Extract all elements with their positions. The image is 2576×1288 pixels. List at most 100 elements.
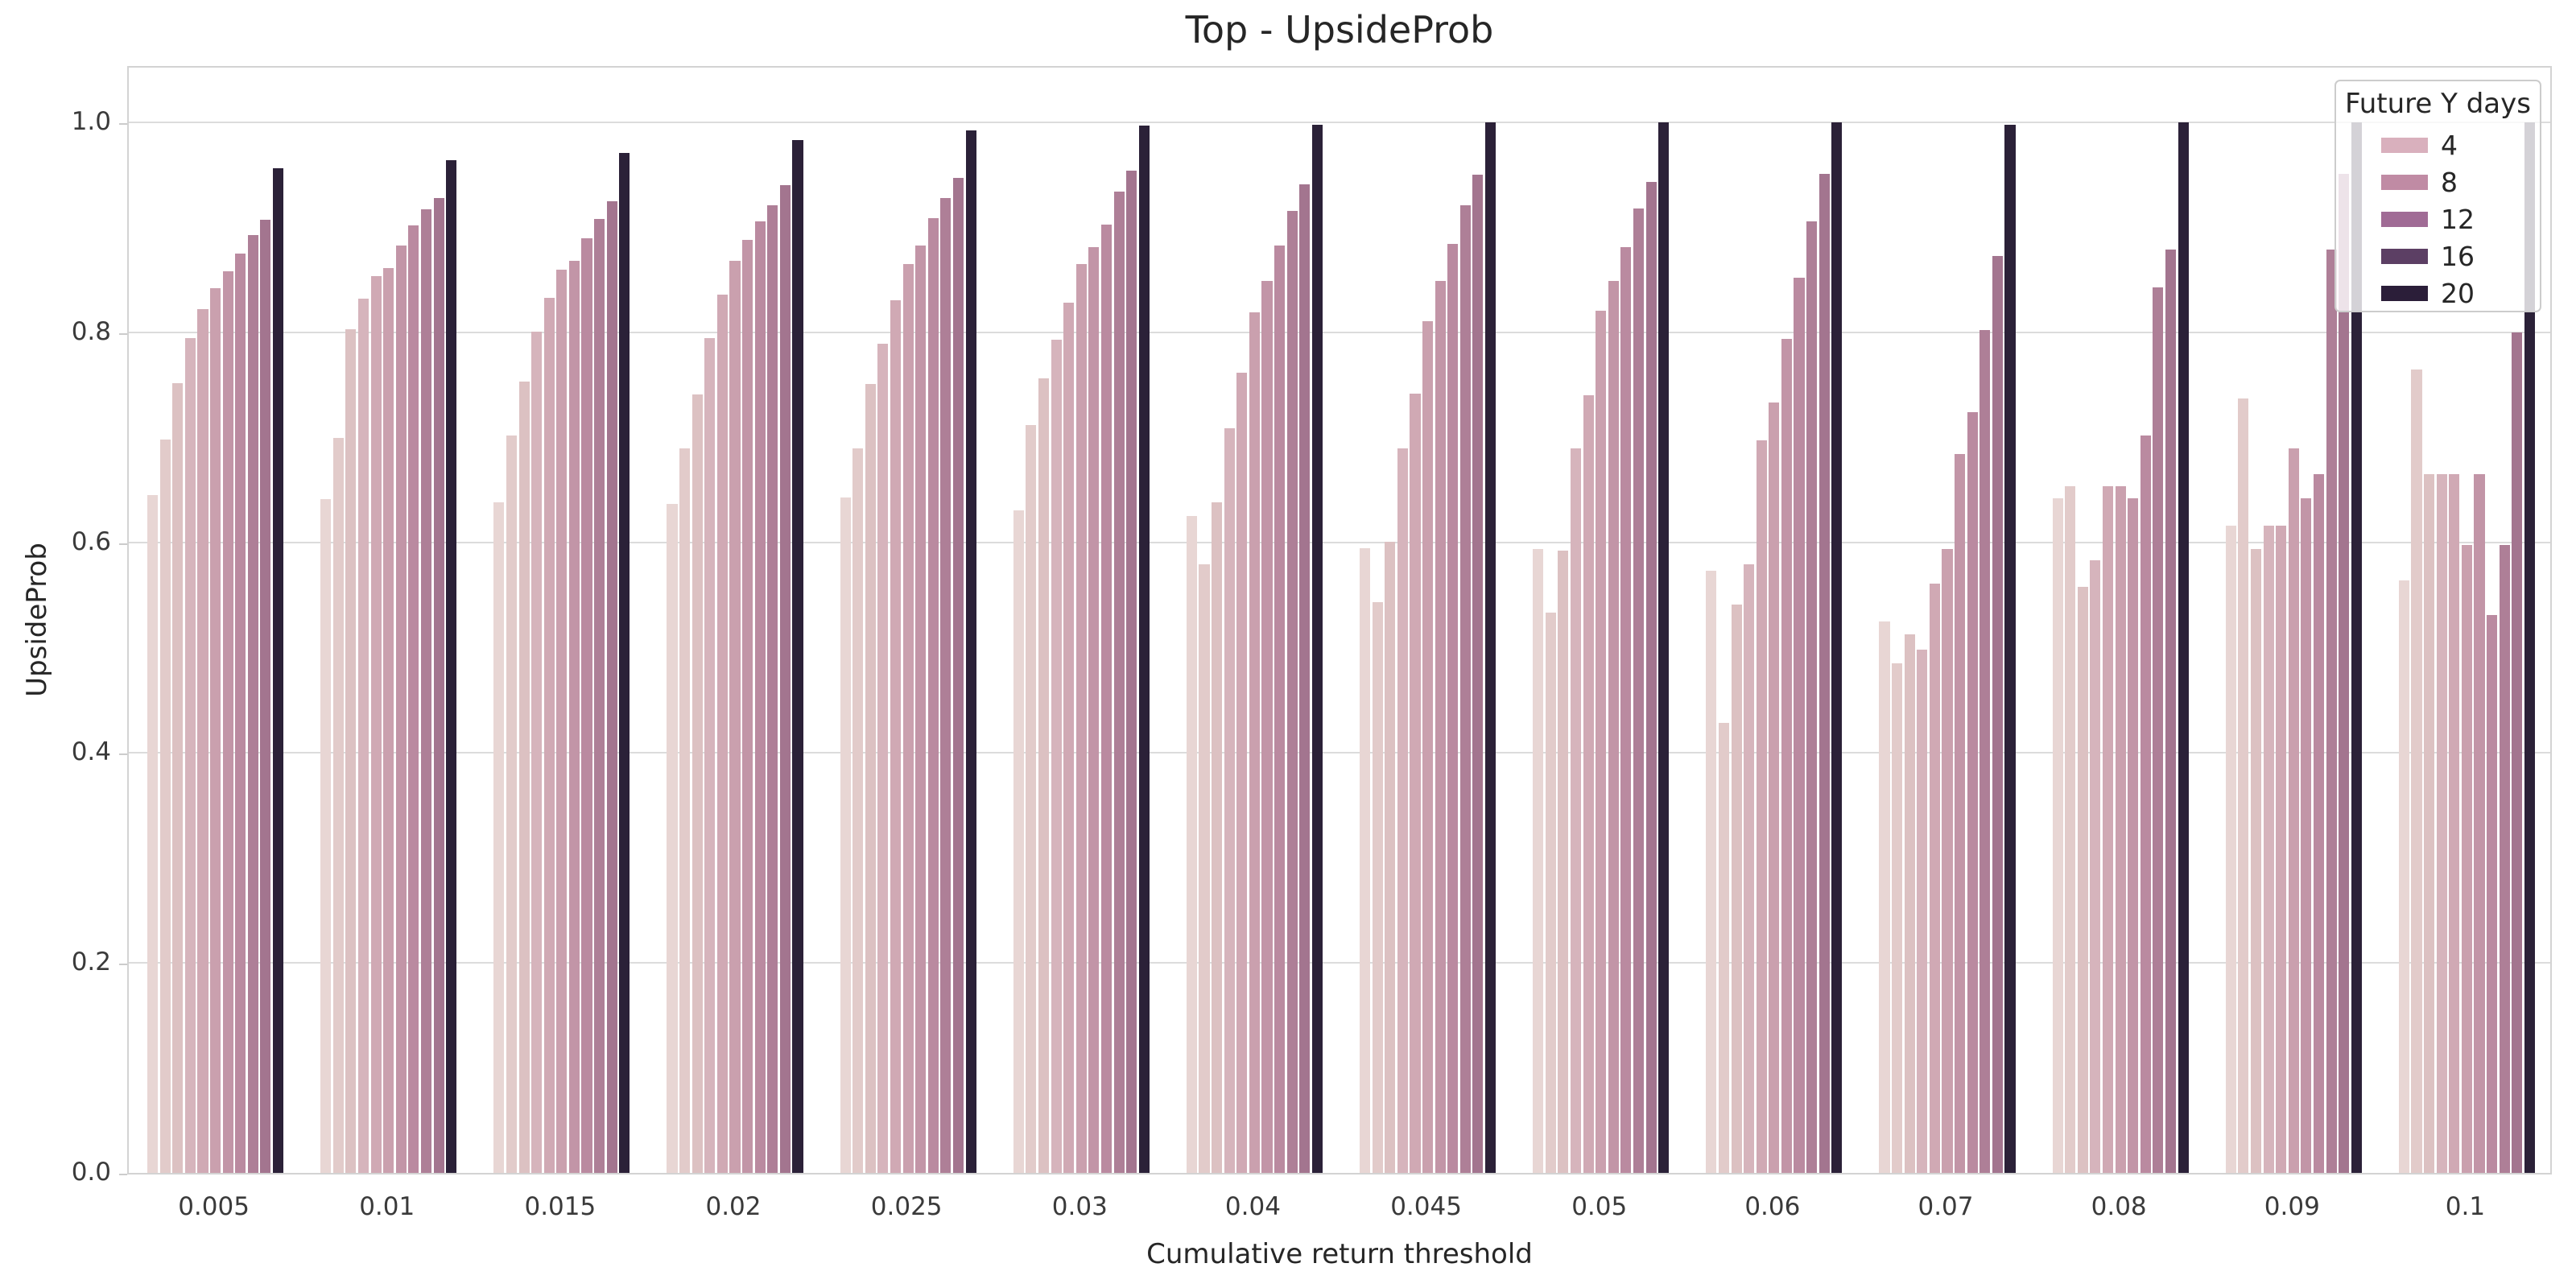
legend-entry-8: 8	[2336, 163, 2540, 200]
bar-0.03-day2	[1026, 425, 1037, 1173]
bar-0.02-day5	[716, 295, 728, 1173]
bar-0.02-day9	[767, 205, 778, 1173]
bar-0.005-day3	[172, 383, 184, 1173]
y-tick-label: 0.2	[71, 947, 111, 976]
bar-0.06-day6	[1769, 402, 1780, 1173]
bar-0.1-day20	[2524, 122, 2535, 1173]
bar-0.08-day8	[2140, 436, 2151, 1173]
bar-0.03-day7	[1088, 247, 1100, 1173]
bar-0.09-day3	[2250, 549, 2262, 1173]
legend-label: 4	[2441, 129, 2458, 161]
y-tick-mark	[119, 753, 127, 755]
bar-0.045-day8	[1447, 244, 1459, 1173]
bar-0.015-day4	[531, 332, 543, 1173]
bar-0.08-day5	[2102, 486, 2114, 1173]
bar-0.08-day1	[2052, 498, 2063, 1173]
bar-0.06-day1	[1706, 571, 1717, 1173]
bar-0.04-day2	[1199, 564, 1210, 1173]
bar-0.05-day7	[1608, 281, 1619, 1173]
bar-0.09-day5	[2276, 526, 2287, 1173]
legend-swatch-8	[2381, 174, 2428, 190]
bar-0.04-day5	[1236, 373, 1248, 1173]
bar-0.01-day3	[345, 329, 357, 1173]
bar-0.005-day6	[210, 288, 221, 1173]
bar-0.03-day8	[1100, 225, 1112, 1173]
bar-0.04-day7	[1261, 281, 1273, 1173]
x-tick-label-0.03: 0.03	[1051, 1192, 1108, 1221]
bar-0.09-day9	[2326, 250, 2337, 1173]
bar-0.08-day3	[2077, 587, 2088, 1173]
bar-0.015-day8	[581, 238, 592, 1173]
bar-group-0.025	[822, 68, 995, 1173]
bar-0.05-day8	[1620, 247, 1632, 1173]
bar-0.02-day1	[667, 504, 678, 1173]
legend-entry-16: 16	[2336, 237, 2540, 275]
bar-0.06-day5	[1756, 440, 1767, 1173]
bar-group-0.045	[1341, 68, 1514, 1173]
x-tick-label-0.045: 0.045	[1390, 1192, 1462, 1221]
bar-0.09-day10	[2339, 174, 2350, 1173]
bar-0.025-day1	[840, 497, 851, 1173]
bar-0.07-day2	[1892, 663, 1903, 1173]
bar-0.045-day6	[1422, 321, 1434, 1173]
bar-0.03-day6	[1075, 264, 1087, 1173]
bar-0.04-day6	[1249, 312, 1260, 1173]
bar-0.06-day20	[1831, 122, 1843, 1173]
bar-0.06-day4	[1744, 564, 1755, 1173]
bar-0.05-day3	[1558, 551, 1569, 1173]
chart-title: Top - UpsideProb	[1185, 8, 1494, 52]
bar-0.03-day3	[1038, 378, 1050, 1173]
bar-0.025-day10	[952, 178, 964, 1173]
bar-0.04-day9	[1286, 211, 1298, 1173]
bar-0.06-day3	[1731, 605, 1742, 1173]
bar-0.02-day4	[704, 338, 716, 1173]
bar-group-0.02	[648, 68, 821, 1173]
bar-0.07-day1	[1879, 621, 1890, 1173]
bar-0.015-day2	[506, 436, 518, 1173]
bar-0.1-day5	[2449, 474, 2460, 1173]
bar-0.025-day6	[902, 264, 914, 1173]
x-tick-label-0.07: 0.07	[1918, 1192, 1974, 1221]
bar-0.005-day20	[272, 168, 284, 1173]
bar-0.025-day5	[890, 300, 902, 1173]
legend-entry-12: 12	[2336, 200, 2540, 237]
bar-group-0.05	[1514, 68, 1687, 1173]
y-tick-label: 0.8	[71, 317, 111, 346]
bar-0.04-day8	[1274, 246, 1286, 1173]
legend: Future Y days 4 8 12 16 20	[2334, 80, 2541, 312]
y-tick-mark	[119, 964, 127, 965]
bar-0.015-day6	[556, 270, 568, 1173]
bar-0.07-day3	[1904, 634, 1915, 1173]
bar-0.01-day8	[408, 225, 419, 1173]
y-tick-mark	[119, 543, 127, 545]
bar-0.07-day9	[1979, 330, 1991, 1173]
bar-0.025-day8	[927, 218, 939, 1173]
bar-group-0.03	[995, 68, 1168, 1173]
y-tick-label: 0.0	[71, 1158, 111, 1187]
gridline-y-0.6	[129, 542, 2550, 543]
bar-0.03-day10	[1126, 171, 1137, 1173]
bar-group-0.06	[1687, 68, 1860, 1173]
bar-0.09-day2	[2238, 398, 2249, 1173]
legend-title: Future Y days	[2345, 88, 2531, 120]
x-axis-label: Cumulative return threshold	[1146, 1238, 1533, 1270]
bar-0.015-day10	[606, 201, 617, 1173]
plot-area	[127, 66, 2552, 1174]
y-tick-mark	[119, 333, 127, 335]
bar-0.09-day6	[2288, 448, 2299, 1173]
legend-swatch-20	[2381, 285, 2428, 301]
bar-group-0.04	[1168, 68, 1341, 1173]
bar-0.005-day10	[260, 220, 271, 1173]
bar-0.1-day4	[2436, 474, 2447, 1173]
bar-0.04-day3	[1212, 502, 1223, 1173]
legend-label: 8	[2441, 166, 2458, 198]
legend-label: 20	[2441, 277, 2475, 309]
bar-0.01-day9	[420, 209, 432, 1173]
bar-0.025-day9	[940, 198, 952, 1173]
bar-0.05-day4	[1570, 448, 1582, 1173]
bar-0.01-day6	[383, 268, 394, 1173]
legend-swatch-12	[2381, 211, 2428, 227]
bar-0.04-day10	[1299, 184, 1311, 1173]
bar-0.01-day7	[395, 246, 407, 1173]
